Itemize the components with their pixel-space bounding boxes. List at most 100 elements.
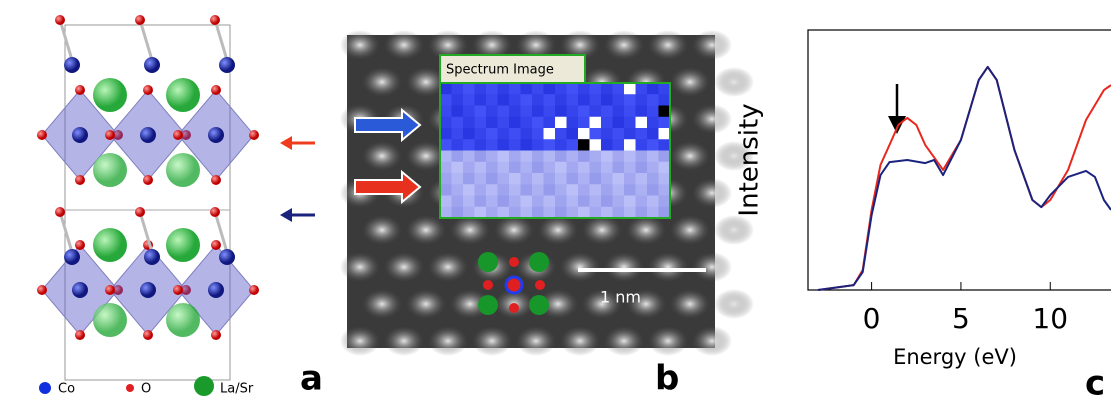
map-pixel [613,207,625,219]
map-pixel [440,173,452,185]
atom-column [648,326,688,356]
cobalt [219,249,235,265]
atom-column [450,215,490,245]
map-pixel [567,196,579,208]
atom-column [604,252,644,282]
map-pixel [498,117,510,129]
map-pixel [452,106,464,118]
atom-column [384,326,424,356]
map-pixel [636,184,648,196]
map-pixel [555,139,567,151]
map-pixel [475,162,487,174]
annotation-arrow-head [888,116,906,134]
map-pixel [475,184,487,196]
map-pixel [486,162,498,174]
la-sr [93,228,127,262]
atom-column [362,141,402,171]
map-pixel [578,139,590,150]
map-pixel [498,162,510,174]
map-pixels [440,83,671,219]
map-pixel [578,94,590,106]
map-pixel [601,94,613,106]
map-pixel [636,94,648,106]
map-pixel [636,151,648,163]
panel-label: c [1085,364,1105,404]
oxygen [75,330,85,340]
map-pixel [486,117,498,129]
la-sr [478,252,498,272]
map-pixel [613,83,625,95]
oxygen [75,175,85,185]
atom-column [362,67,402,97]
atom-column [670,215,710,245]
map-pixel [521,173,533,185]
map-pixel [659,83,671,95]
cobalt [72,282,88,298]
map-pixel [636,173,648,185]
map-pixel [486,106,498,118]
map-pixel [544,207,556,219]
oxygen [249,130,259,140]
map-pixel [509,117,521,129]
map-pixel [590,117,602,128]
map-pixel [555,94,567,106]
map-pixel [659,162,671,174]
map-pixel [578,173,590,185]
map-pixel [601,207,613,219]
map-pixel [509,106,521,118]
map-pixel [452,207,464,219]
atom-column [472,326,512,356]
oxygen [135,207,145,217]
map-pixel [624,106,636,118]
map-pixel [590,207,602,219]
plot-frame [808,30,1111,290]
map-pixel [636,196,648,208]
atom-column [670,67,710,97]
map-pixel [601,151,613,163]
oxygen [211,240,221,250]
map-pixel [659,94,671,106]
map-pixel [578,151,590,163]
map-pixel [567,128,579,140]
map-pixel [440,128,452,140]
cobalt [219,57,235,73]
map-pixel [590,173,602,185]
map-pixel [601,128,613,140]
map-pixel [521,106,533,118]
map-pixel [498,106,510,118]
oxygen [143,85,153,95]
map-pixel [463,151,475,163]
map-pixel [532,106,544,118]
map-pixel [440,196,452,208]
map-pixel [578,162,590,174]
legend-swatch [194,376,214,396]
cobalt [140,282,156,298]
map-pixel [475,207,487,219]
map-pixel [555,184,567,196]
map-pixel [659,184,671,196]
map-pixel [659,106,671,117]
map-pixel [567,117,579,129]
map-pixel [532,83,544,95]
map-pixel [613,196,625,208]
map-pixel [601,139,613,151]
map-pixel [521,196,533,208]
cobalt [144,249,160,265]
map-pixel [509,151,521,163]
atom-column [560,252,600,282]
map-pixel [544,106,556,118]
map-pixel [463,207,475,219]
map-pixel [578,184,590,196]
map-pixel [544,139,556,151]
map-pixel [613,117,625,129]
map-pixel [509,162,521,174]
map-pixel [567,207,579,219]
map-pixel [647,128,659,140]
map-pixel [509,196,521,208]
cobalt [506,277,522,293]
oxygen [75,85,85,95]
map-pixel [659,196,671,208]
map-pixel [509,128,521,140]
map-pixel [532,151,544,163]
oxygen [105,130,115,140]
